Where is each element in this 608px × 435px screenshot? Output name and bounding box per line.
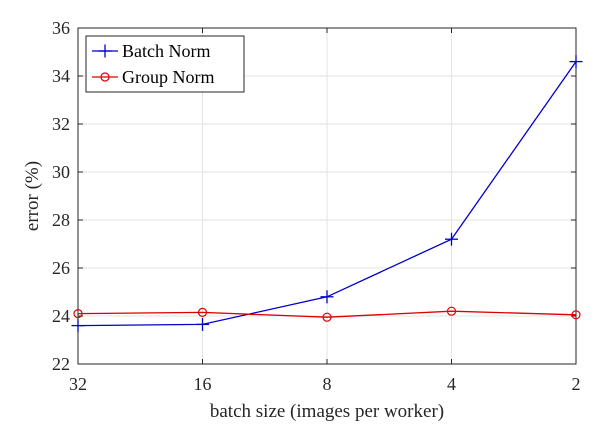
legend-sample-group-norm	[92, 72, 118, 82]
y-axis-label: error (%)	[22, 161, 43, 231]
legend-box	[85, 35, 245, 93]
legend-sample-batch-norm	[92, 44, 118, 58]
ticks: 22 24 26 28 30 32 34 36 32 16 8 4 2	[52, 18, 581, 394]
data-point-batch-norm	[71, 319, 85, 333]
y-tick-label: 30	[52, 162, 70, 182]
y-tick-label: 28	[52, 210, 70, 230]
x-tick-label: 32	[69, 374, 87, 394]
data-point-group-norm	[446, 306, 457, 316]
x-axis-label: batch size (images per worker)	[210, 401, 444, 422]
data-point-group-norm	[322, 312, 332, 322]
legend-marker-batch-norm	[98, 44, 112, 58]
x-tick-label: 8	[323, 374, 332, 394]
y-tick-label: 22	[52, 354, 70, 374]
legend-marker-group-norm	[100, 72, 110, 82]
series-batch-norm	[71, 55, 583, 333]
series-line-group-norm	[77, 310, 577, 318]
data-point-group-norm	[73, 309, 83, 319]
y-tick-label: 36	[52, 18, 70, 38]
y-tick-label: 24	[52, 306, 70, 326]
x-tick-label: 2	[572, 374, 581, 394]
series	[71, 55, 583, 333]
legend-entry-batch-norm: Batch Norm	[92, 41, 210, 61]
series-group-norm	[73, 306, 581, 322]
legend-label-batch-norm: Batch Norm	[122, 41, 210, 61]
x-tick-label: 16	[194, 374, 212, 394]
y-tick-label: 34	[52, 66, 70, 86]
data-point-batch-norm	[320, 290, 334, 304]
data-point-group-norm	[571, 310, 581, 320]
data-point-batch-norm	[445, 232, 458, 246]
legend-label-group-norm: Group Norm	[122, 67, 215, 87]
y-tick-label: 32	[52, 114, 70, 134]
data-point-batch-norm	[569, 55, 583, 69]
data-point-batch-norm	[196, 317, 209, 331]
legend: Batch Norm Group Norm	[85, 35, 245, 93]
x-tick-label: 4	[447, 374, 456, 394]
y-tick-label: 26	[52, 258, 70, 278]
data-point-group-norm	[197, 307, 208, 317]
legend-entry-group-norm: Group Norm	[92, 67, 215, 87]
